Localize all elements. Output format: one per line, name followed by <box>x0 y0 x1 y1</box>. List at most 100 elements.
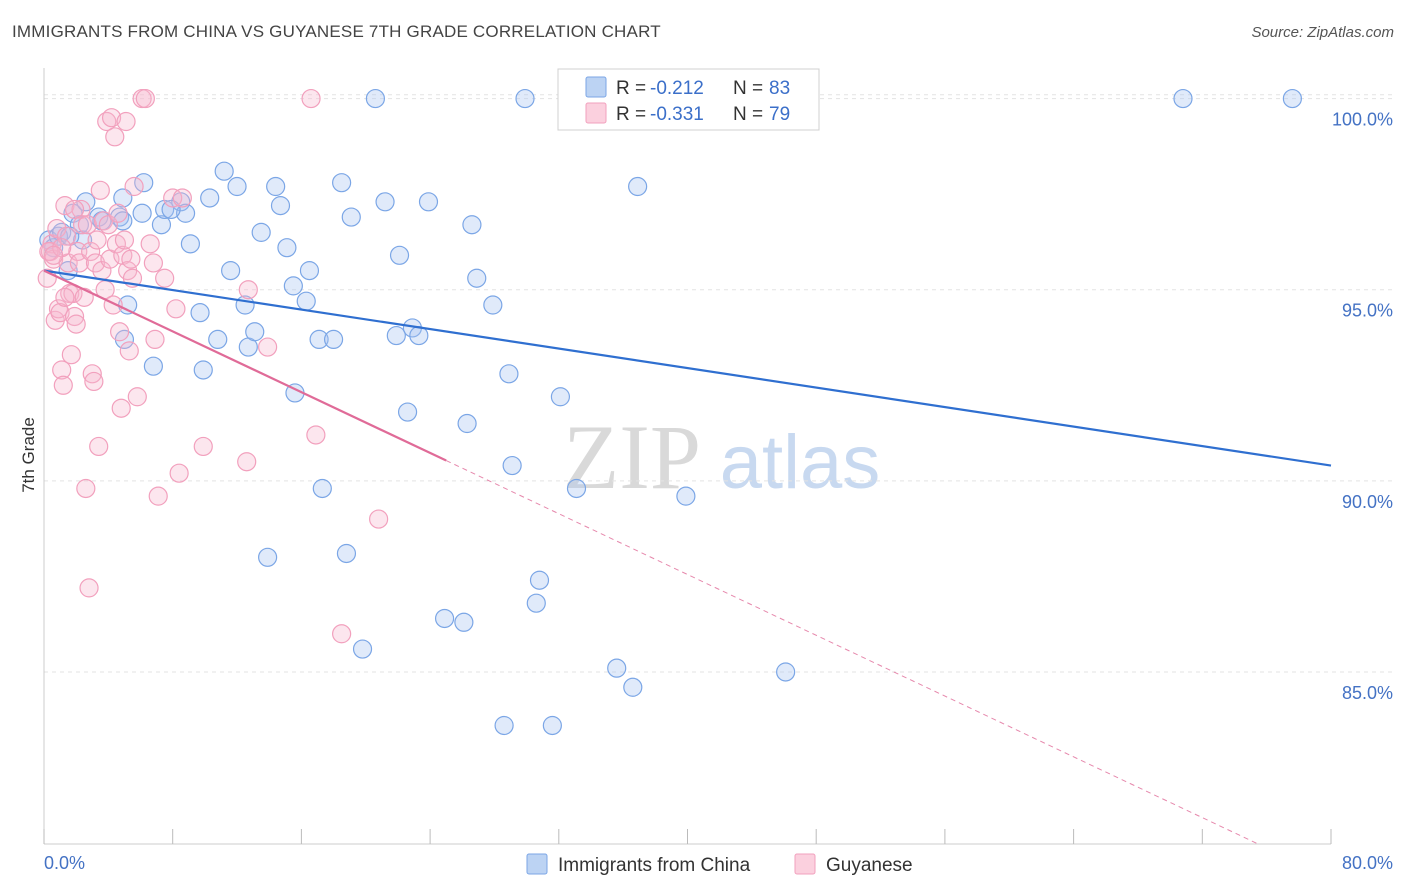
china-point <box>309 329 329 350</box>
china-point <box>397 402 418 422</box>
x-tick-label-min: 0.0% <box>44 853 85 873</box>
guyanese-point <box>145 329 165 350</box>
guyanese-point <box>90 180 110 200</box>
china-point <box>628 176 648 197</box>
guyanese-point <box>169 463 189 483</box>
guyanese-point <box>238 280 258 300</box>
china-point <box>341 207 361 227</box>
series-china-points <box>39 88 1302 736</box>
guyanese-point <box>143 253 163 273</box>
guyanese-point <box>50 303 70 323</box>
guyanese-point <box>105 127 125 147</box>
stats-legend-n-value-guyanese: 79 <box>769 104 790 125</box>
china-point <box>494 715 514 736</box>
guyanese-point <box>53 375 73 395</box>
guyanese-point <box>87 230 107 250</box>
guyanese-point <box>148 486 168 506</box>
china-point <box>143 356 163 376</box>
china-point <box>454 612 474 632</box>
china-point <box>526 593 546 613</box>
china-point <box>299 261 320 281</box>
china-point <box>312 478 332 499</box>
guyanese-point <box>69 253 89 273</box>
guyanese-point <box>116 111 136 132</box>
china-point <box>221 261 241 281</box>
guyanese-point <box>55 196 75 216</box>
guyanese-point <box>193 436 213 457</box>
china-point <box>245 322 265 342</box>
china-point <box>529 570 550 590</box>
guyanese-point <box>237 452 257 472</box>
guyanese-point <box>84 371 104 392</box>
y-axis-title: 7th Grade <box>19 417 38 493</box>
china-point <box>550 387 571 407</box>
china-point <box>365 88 386 109</box>
guyanese-point <box>82 364 102 384</box>
china-trend-line <box>43 269 1332 467</box>
legend-swatch-guyanese <box>794 853 816 875</box>
china-point <box>113 188 133 208</box>
guyanese-point <box>127 387 147 407</box>
china-point <box>462 215 482 235</box>
stats-legend-r-label-china: R = <box>616 78 646 99</box>
y-tick-label: 95.0% <box>1342 301 1393 321</box>
china-point <box>277 238 297 258</box>
china-point <box>323 329 344 350</box>
guyanese-point <box>79 578 99 598</box>
china-point <box>499 364 519 384</box>
guyanese-point <box>76 478 96 499</box>
china-point <box>266 176 286 197</box>
guyanese-point <box>81 241 101 262</box>
chart-title: IMMIGRANTS FROM CHINA VS GUYANESE 7TH GR… <box>12 22 661 41</box>
guyanese-point <box>108 203 128 223</box>
y-tick-label: 100.0% <box>1332 110 1393 130</box>
guyanese-point <box>369 509 389 529</box>
guyanese-point <box>47 218 67 239</box>
china-point <box>227 176 247 197</box>
china-point <box>214 161 234 181</box>
guyanese-point <box>155 268 175 288</box>
stats-legend-r-label-guyanese: R = <box>616 104 646 125</box>
guyanese-point <box>52 238 72 258</box>
guyanese-point <box>111 398 131 418</box>
guyanese-point <box>66 314 86 334</box>
stats-legend-swatch-china <box>585 76 607 98</box>
china-point <box>134 173 154 193</box>
guyanese-trend-line-extension <box>445 460 1259 845</box>
legend-swatch-china <box>526 853 548 875</box>
guyanese-point <box>121 249 141 269</box>
guyanese-point <box>77 215 98 235</box>
china-point <box>542 715 562 736</box>
china-point <box>296 291 316 311</box>
china-point <box>190 303 210 323</box>
china-point <box>73 230 93 250</box>
guyanese-point <box>74 287 94 307</box>
china-point <box>175 203 196 223</box>
stats-legend-r-value-guyanese: -0.331 <box>650 104 704 125</box>
stats-legend: R = -0.212 N = 83 R = -0.331 N = 79 <box>557 68 820 131</box>
china-point <box>352 639 373 659</box>
guyanese-point <box>172 188 192 208</box>
chart-source: Source: ZipAtlas.com <box>1251 24 1394 41</box>
china-point <box>502 455 522 476</box>
grid <box>44 94 1393 673</box>
guyanese-point <box>44 245 64 265</box>
china-point <box>434 608 455 629</box>
guyanese-point <box>306 425 326 445</box>
guyanese-point <box>73 215 93 235</box>
series-guyanese-points <box>37 88 389 644</box>
china-point <box>483 295 503 315</box>
china-point <box>180 234 200 254</box>
china-point <box>270 196 291 216</box>
legend-label-guyanese: Guyanese <box>826 855 913 876</box>
series-legend: Immigrants from China Guyanese <box>526 853 913 876</box>
guyanese-point <box>163 188 183 208</box>
stats-legend-n-label-guyanese: N = <box>733 104 763 125</box>
china-point <box>258 547 278 567</box>
watermark-atlas: atlas <box>720 420 881 505</box>
china-point <box>623 677 643 697</box>
china-point <box>457 413 477 434</box>
guyanese-point <box>89 436 109 457</box>
guyanese-point <box>258 337 278 357</box>
